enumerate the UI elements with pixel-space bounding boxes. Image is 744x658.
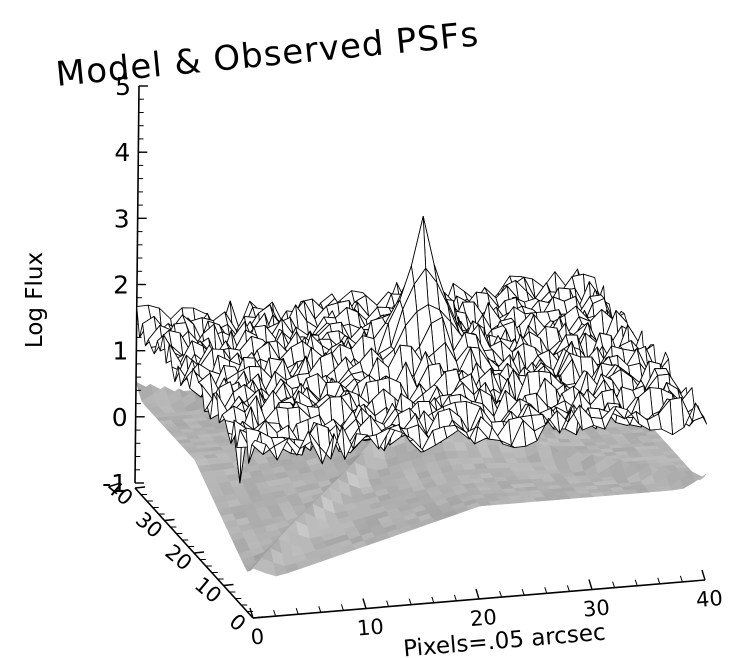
z-tick-label-5: 0 bbox=[112, 403, 128, 432]
chart-title: Model & Observed PSFs bbox=[54, 14, 481, 95]
x-tick-label-0: 0 bbox=[250, 625, 265, 650]
y-tick-mark-4 bbox=[134, 486, 146, 489]
x-minor-tick-0-1 bbox=[273, 609, 277, 617]
x-minor-tick-0-3 bbox=[318, 606, 322, 613]
y-tick-mark-3 bbox=[164, 518, 175, 522]
x-minor-tick-2-1 bbox=[499, 590, 503, 598]
y-tick-mark-0 bbox=[252, 616, 264, 619]
wireframe-cell-1599 bbox=[251, 439, 267, 455]
z-tick-label-3: 2 bbox=[113, 271, 129, 300]
x-minor-tick-1-4 bbox=[453, 594, 457, 602]
x-tick-mark-3 bbox=[588, 579, 593, 590]
x-minor-tick-3-2 bbox=[634, 579, 638, 586]
x-tick-label-1: 10 bbox=[356, 614, 385, 640]
x-tick-mark-2 bbox=[475, 588, 480, 600]
y-tick-label-0: 0 bbox=[225, 609, 251, 636]
x-tick-label-3: 30 bbox=[582, 595, 611, 621]
x-minor-tick-1-3 bbox=[431, 596, 435, 603]
observed-psf-wireframe-surface bbox=[136, 215, 708, 484]
x-tick-label-4: 40 bbox=[695, 586, 724, 612]
z-tick-label-4: 1 bbox=[112, 337, 128, 366]
x-minor-tick-1-2 bbox=[408, 598, 412, 605]
z-axis-label: Log Flux bbox=[22, 252, 48, 348]
chart-axes bbox=[134, 85, 706, 619]
y-tick-mark-2 bbox=[193, 551, 205, 554]
x-tick-mark-0 bbox=[249, 607, 254, 619]
x-minor-tick-3-4 bbox=[679, 575, 683, 583]
y-tick-label-2: 20 bbox=[161, 540, 197, 576]
z-tick-label-1: 4 bbox=[114, 138, 130, 167]
z-tick-label-0: 5 bbox=[115, 72, 131, 101]
x-minor-tick-0-2 bbox=[295, 608, 299, 615]
x-minor-tick-2-2 bbox=[521, 589, 525, 596]
x-minor-tick-0-4 bbox=[340, 604, 344, 611]
y-tick-label-3: 30 bbox=[131, 507, 167, 543]
x-tick-mark-4 bbox=[701, 569, 706, 581]
x-tick-label-2: 20 bbox=[469, 605, 498, 631]
x-axis-label: Pixels=.05 arcsec bbox=[402, 620, 606, 658]
x-minor-tick-2-3 bbox=[544, 587, 548, 594]
x-minor-tick-3-1 bbox=[612, 581, 616, 588]
x-minor-tick-3-3 bbox=[657, 577, 661, 584]
y-tick-label-1: 10 bbox=[190, 572, 226, 608]
z-tick-label-6: -1 bbox=[102, 469, 127, 498]
z-tick-label-2: 3 bbox=[114, 204, 130, 233]
x-minor-tick-2-4 bbox=[566, 585, 570, 592]
x-tick-mark-1 bbox=[362, 598, 367, 609]
shaded-surface-cell-1599 bbox=[250, 557, 266, 574]
x-minor-tick-1-1 bbox=[386, 600, 390, 607]
y-tick-mark-1 bbox=[223, 583, 234, 587]
